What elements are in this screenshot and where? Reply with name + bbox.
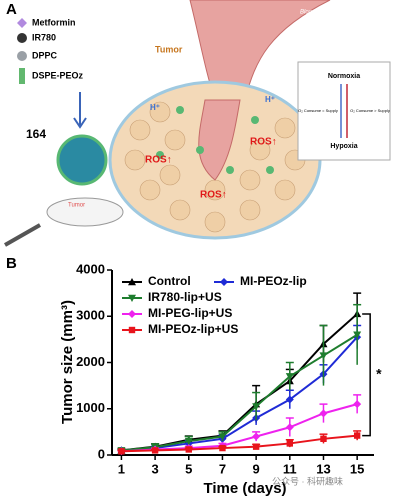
legend-label: MI-PEOz-lip+US [148,322,238,336]
point [285,395,294,404]
x-tick-label: 15 [350,461,364,476]
ros-label: ROS↑ [200,190,227,201]
point [353,400,362,409]
y-tick-label: 1000 [76,400,105,415]
panel-a: A Blood vessel Tumor ROS↑ ROS↑ ROS↑ H⁺ H… [4,0,391,247]
y-tick-label: 2000 [76,354,105,369]
x-tick-label: 7 [219,461,226,476]
cells [124,101,306,233]
nanoparticle [56,134,108,186]
panel-label: A [6,1,17,18]
oxygen-label: O₂ Consume = Supply [298,108,338,113]
x-tick-label: 3 [151,461,158,476]
tumor-label: Tumor [155,44,183,54]
legend-marker [220,278,228,286]
y-tick-label: 0 [98,446,105,461]
legend-label: DSPE-PEOz [32,70,84,80]
legend-label: Metformin [32,17,76,27]
point [353,432,361,439]
dspe-icon [19,68,25,84]
point [252,403,261,411]
oxygen-box [297,61,391,161]
legend-label: MI-PEG-lip+US [148,306,232,320]
x-tick-label: 1 [118,461,125,476]
y-tick-label: 3000 [76,308,105,323]
series-line [121,333,358,452]
point [319,409,328,418]
point [319,352,328,360]
point [320,435,327,443]
legend-label: IR780 [32,32,56,42]
legend-label: Control [148,274,191,288]
x-tick-label: 5 [185,461,192,476]
legend-label: IR780-lip+US [148,290,222,304]
legend-marker [128,326,136,334]
ros-label: ROS↑ [250,137,277,148]
annotation: * [376,365,382,381]
legend-marker [128,310,136,318]
y-axis-title: Tumor size (mm³) [59,300,76,424]
oxygen-label: Normoxia [328,73,360,80]
x-tick-label: 11 [283,461,297,476]
vessel-label: Blood vessel [300,10,335,16]
particle-count: 164 [26,127,46,141]
x-axis-title: Time (days) [203,480,286,497]
h-plus: H⁺ [150,103,160,112]
series-line [121,336,358,452]
legend-marker [128,294,136,302]
point [286,440,294,447]
vessel-branch [198,99,241,181]
oxygen-label: Hypoxia [330,143,357,150]
y-tick-label: 4000 [76,261,105,276]
watermark: 公众号 · 科研趣味 [272,475,343,486]
mouse-label: Tumor [68,203,85,209]
legend-label: DPPC [32,50,58,60]
mouse [46,197,124,227]
h-plus: H⁺ [265,95,275,104]
point [252,432,261,441]
point [218,433,227,441]
series-line [121,434,358,453]
point [151,447,159,454]
series-line [121,403,358,453]
point [353,331,362,339]
point [184,437,193,446]
oxygen-label: O₂ Consume > Supply [350,108,390,113]
metformin-icon [17,18,27,28]
point [252,443,260,450]
syringe [4,223,41,247]
point [219,444,226,452]
ir780-icon [17,33,27,43]
dppc-icon [17,51,27,61]
panel-label: B [6,255,17,272]
point [285,423,294,432]
x-tick-label: 9 [253,461,260,476]
ros-label: ROS↑ [145,155,172,166]
x-tick-label: 13 [316,461,330,476]
point [185,446,192,453]
legend-marker [128,278,136,286]
particles [156,106,274,174]
point [285,373,294,381]
legend-label: MI-PEOz-lip [240,274,307,288]
arrow [73,92,87,129]
point [118,448,125,455]
bracket [362,313,371,437]
